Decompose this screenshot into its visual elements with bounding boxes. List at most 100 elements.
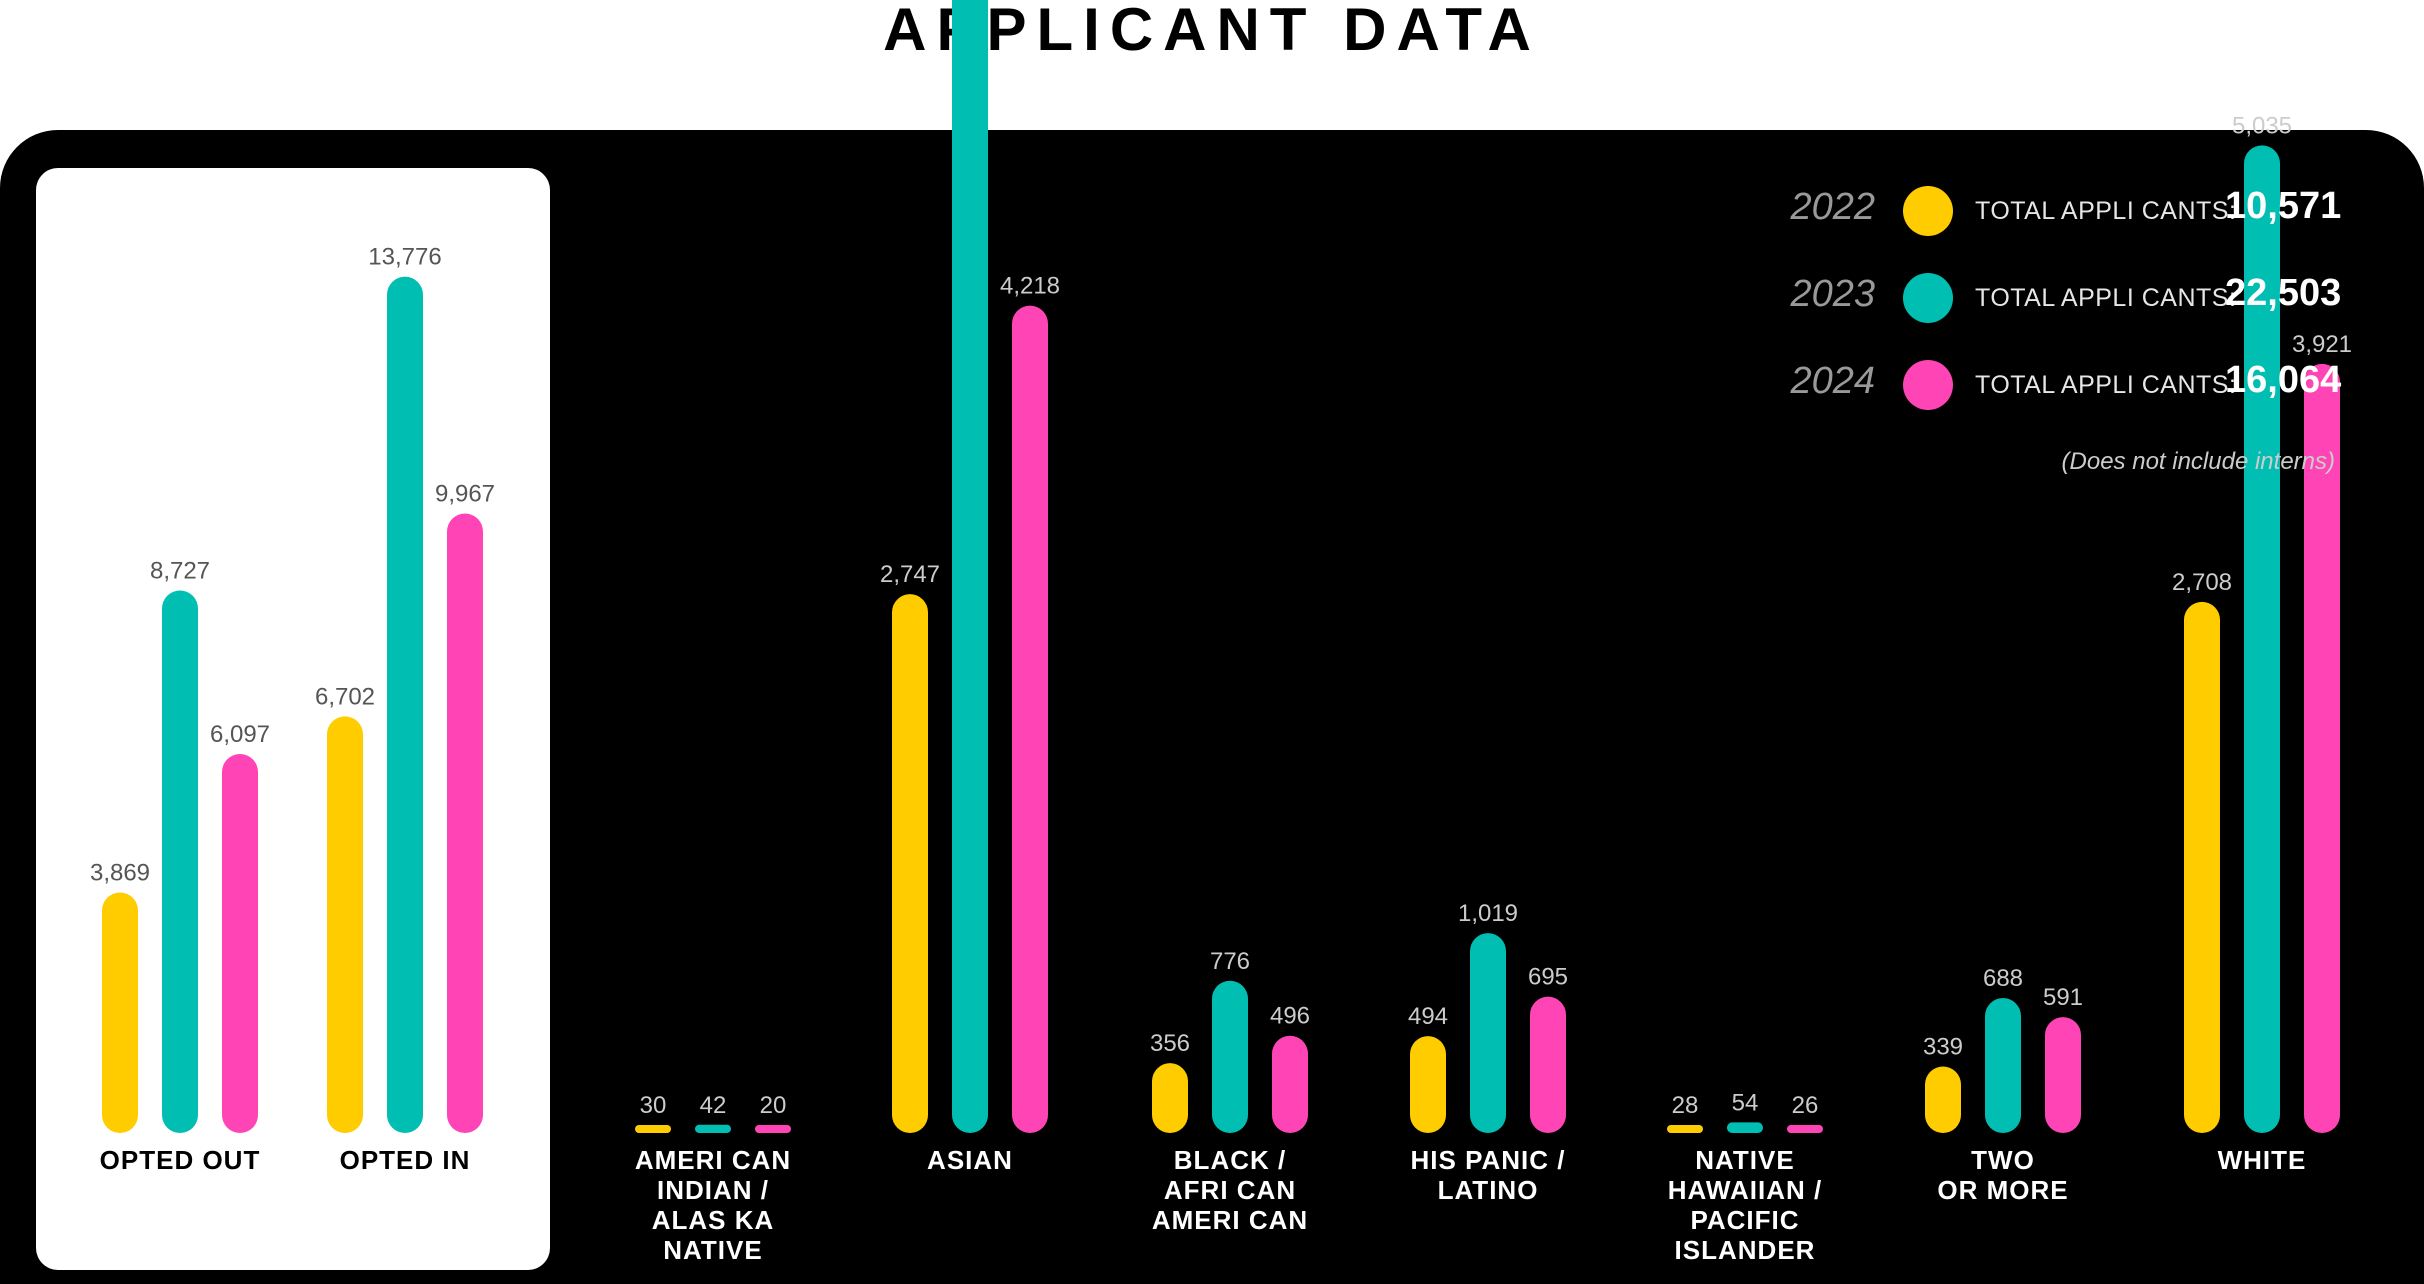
bar-2023 bbox=[387, 276, 423, 1133]
legend: 2022 TOTAL APPLI CANTS: 10,571 2023 TOTA… bbox=[1700, 180, 2360, 500]
category-label: ASIAN bbox=[850, 1145, 1090, 1175]
bar-value-label: 3,869 bbox=[90, 860, 150, 887]
category-label: BLACK / AFRI CAN AMERI CAN bbox=[1110, 1145, 1350, 1235]
category-label-line: HAWAIIAN / bbox=[1667, 1175, 1823, 1205]
bar-value-label: 591 bbox=[2043, 984, 2083, 1011]
legend-label: TOTAL APPLI CANTS: bbox=[1975, 197, 2237, 225]
legend-item-2023: 2023 TOTAL APPLI CANTS: 22,503 bbox=[1700, 267, 2360, 327]
category-label-line: ISLANDER bbox=[1674, 1235, 1816, 1265]
page-title: APPLICANT DATA bbox=[883, 0, 1541, 63]
bar-2022 bbox=[102, 892, 138, 1133]
bar-value-label: 4,218 bbox=[1000, 273, 1060, 300]
bar-2023 bbox=[1727, 1122, 1763, 1133]
bar-2023 bbox=[2244, 145, 2280, 1133]
bar-group: 494 1,019 695 bbox=[1408, 900, 1568, 1133]
legend-label: TOTAL APPLI CANTS: bbox=[1975, 371, 2237, 399]
category-label-line: TWO bbox=[1971, 1145, 2035, 1175]
bar-value-label: 6,702 bbox=[315, 683, 375, 710]
bar-value-label: 5,035 bbox=[2232, 112, 2292, 139]
bar-2022 bbox=[892, 594, 928, 1133]
bar-2024 bbox=[222, 754, 258, 1133]
bar-group: 6,702 13,776 9,967 bbox=[315, 244, 495, 1133]
category-label-line: PACIFIC bbox=[1690, 1205, 1800, 1235]
legend-year: 2022 bbox=[1790, 186, 1875, 228]
bar-group: 28 54 26 bbox=[1667, 1089, 1823, 1133]
bar-2022 bbox=[2184, 601, 2220, 1133]
category-label-line: LATINO bbox=[1437, 1175, 1539, 1205]
category-label: WHITE bbox=[2142, 1145, 2382, 1175]
legend-total: 10,571 bbox=[2225, 185, 2342, 227]
bar-2024 bbox=[447, 513, 483, 1133]
category-label-line: ALAS KA bbox=[651, 1205, 775, 1235]
category-label: OPTED OUT bbox=[60, 1145, 300, 1175]
bar-2022 bbox=[327, 716, 363, 1133]
bar-value-label: 3,921 bbox=[2292, 331, 2352, 358]
bar-value-label: 2,708 bbox=[2172, 569, 2232, 596]
bar-2023 bbox=[695, 1124, 731, 1133]
legend-label: TOTAL APPLI CANTS: bbox=[1975, 284, 2237, 312]
legend-total: 16,064 bbox=[2225, 359, 2342, 401]
bar-group: 2,7476,1624,218 bbox=[880, 0, 1060, 1134]
legend-swatch-2024 bbox=[1903, 360, 1953, 410]
bar-2022 bbox=[1152, 1063, 1188, 1133]
bar-2022 bbox=[1410, 1036, 1446, 1133]
category-label-line: OPTED IN bbox=[339, 1145, 471, 1175]
legend-total: 22,503 bbox=[2225, 272, 2342, 314]
bar-value-label: 1,019 bbox=[1458, 900, 1518, 927]
bar-2023 bbox=[952, 0, 988, 1133]
bar-2024 bbox=[755, 1125, 791, 1133]
category-label-line: INDIAN / bbox=[657, 1175, 769, 1205]
category-label: AMERI CAN INDIAN / ALAS KA NATIVE bbox=[593, 1145, 833, 1265]
bar-2024 bbox=[2304, 363, 2340, 1133]
bar-value-label: 26 bbox=[1792, 1092, 1819, 1119]
bar-2022 bbox=[1925, 1066, 1961, 1133]
category-label: OPTED IN bbox=[285, 1145, 525, 1175]
legend-swatch-2022 bbox=[1903, 186, 1953, 236]
category-label-line: HIS PANIC / bbox=[1410, 1145, 1566, 1175]
bar-value-label: 13,776 bbox=[368, 244, 441, 271]
category-label-line: OR MORE bbox=[1937, 1175, 2069, 1205]
category-label-line: WHITE bbox=[2217, 1145, 2307, 1175]
bar-value-label: 496 bbox=[1270, 1003, 1310, 1030]
category-label-line: ASIAN bbox=[927, 1145, 1013, 1175]
bar-2024 bbox=[2045, 1017, 2081, 1133]
category-label-line: NATIVE bbox=[1695, 1145, 1795, 1175]
category-label-line: AFRI CAN bbox=[1163, 1175, 1297, 1205]
bar-value-label: 6,097 bbox=[210, 721, 270, 748]
category-label-line: AMERI CAN bbox=[1151, 1205, 1309, 1235]
legend-item-2024: 2024 TOTAL APPLI CANTS: 16,064 bbox=[1700, 354, 2360, 414]
bar-value-label: 20 bbox=[760, 1092, 787, 1119]
bar-value-label: 339 bbox=[1923, 1034, 1963, 1061]
bar-2023 bbox=[162, 590, 198, 1133]
legend-item-2022: 2022 TOTAL APPLI CANTS: 10,571 bbox=[1700, 180, 2360, 240]
bar-group: 3,869 8,727 6,097 bbox=[90, 558, 270, 1133]
bar-2024 bbox=[1787, 1125, 1823, 1133]
legend-swatch-2023 bbox=[1903, 273, 1953, 323]
category-label-line: NATIVE bbox=[663, 1235, 763, 1265]
bar-value-label: 356 bbox=[1150, 1030, 1190, 1057]
category-label: NATIVE HAWAIIAN / PACIFIC ISLANDER bbox=[1625, 1145, 1865, 1265]
bar-value-label: 54 bbox=[1732, 1089, 1759, 1116]
bar-value-label: 2,747 bbox=[880, 561, 940, 588]
bar-value-label: 28 bbox=[1672, 1092, 1699, 1119]
legend-note: (Does not include interns) bbox=[2061, 448, 2335, 475]
bar-2023 bbox=[1985, 998, 2021, 1133]
bar-value-label: 8,727 bbox=[150, 558, 210, 585]
legend-year: 2024 bbox=[1790, 360, 1875, 402]
legend-year: 2023 bbox=[1790, 273, 1875, 315]
category-label-line: AMERI CAN bbox=[634, 1145, 792, 1175]
bar-group: 30 42 20 bbox=[635, 1092, 791, 1133]
bar-value-label: 30 bbox=[640, 1092, 667, 1119]
bar-2024 bbox=[1272, 1035, 1308, 1133]
category-label-line: OPTED OUT bbox=[99, 1145, 261, 1175]
bar-value-label: 776 bbox=[1210, 948, 1250, 975]
bar-value-label: 9,967 bbox=[435, 480, 495, 507]
bar-value-label: 695 bbox=[1528, 964, 1568, 991]
bar-value-label: 688 bbox=[1983, 965, 2023, 992]
bar-2023 bbox=[1212, 980, 1248, 1133]
bar-2022 bbox=[1667, 1125, 1703, 1133]
bar-group: 2,708 5,035 3,921 bbox=[2172, 112, 2352, 1133]
category-label-line: BLACK / bbox=[1173, 1145, 1287, 1175]
bar-value-label: 42 bbox=[700, 1092, 727, 1119]
